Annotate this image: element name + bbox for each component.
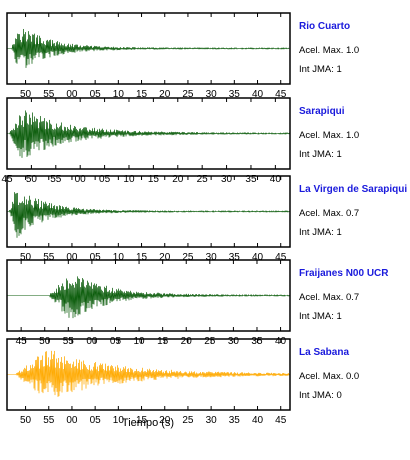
x-tick-label: 10 [113, 252, 125, 263]
x-tick-label: 20 [159, 252, 171, 263]
x-tick-label: 25 [182, 89, 194, 100]
acel-max-label: Acel. Max. 1.0 [299, 130, 359, 141]
waveform-3 [7, 192, 290, 238]
x-tick-label: 20 [159, 89, 171, 100]
waveform-2 [7, 110, 290, 158]
x-tick-label: 45 [275, 252, 287, 263]
acel-max-label: Acel. Max. 0.7 [299, 292, 359, 303]
x-tick-label: 25 [197, 174, 209, 185]
x-tick-label: 10 [123, 174, 135, 185]
x-tick-label: 25 [182, 252, 194, 263]
x-tick-label: 20 [159, 415, 171, 426]
x-tick-label: 45 [16, 336, 28, 347]
x-tick-label: 50 [20, 252, 32, 263]
panel-frame [6, 338, 291, 411]
x-tick-label: 05 [99, 174, 111, 185]
x-tick-label: 10 [134, 336, 146, 347]
x-tick-label: 55 [43, 415, 55, 426]
x-tick-label: 55 [50, 174, 62, 185]
x-tick-label: 40 [270, 174, 282, 185]
panel-3: 50 55 00 05 10 15 20 25 30 35 40 45 La Virgen de Sar… [6, 175, 407, 263]
x-tick-label: 35 [229, 415, 241, 426]
x-tick-label: 20 [172, 174, 184, 185]
x-tick-label: 55 [43, 252, 55, 263]
x-tick-label: 00 [66, 252, 78, 263]
x-tick-label: 35 [229, 252, 241, 263]
station-name: Sarapiqui [299, 106, 345, 117]
x-tick-label: 30 [221, 174, 233, 185]
waveform-1 [7, 28, 290, 68]
x-tick-label: 40 [252, 415, 264, 426]
acel-max-label: Acel. Max. 0.0 [299, 371, 359, 382]
x-tick-label: 15 [157, 336, 169, 347]
x-tick-label: 05 [110, 336, 122, 347]
x-tick-label: 00 [86, 336, 98, 347]
x-axis-label: Tiempo (s) [122, 417, 174, 429]
x-tick-label: 00 [75, 174, 87, 185]
x-tick-label: 15 [136, 252, 148, 263]
x-tick-label: 55 [43, 89, 55, 100]
x-tick-label: 00 [66, 89, 78, 100]
panel-frame [6, 12, 291, 85]
station-name: Rio Cuarto [299, 21, 350, 32]
x-tick-label: 50 [20, 89, 32, 100]
jma-intensity-label: Int JMA: 1 [299, 64, 342, 75]
station-name: Fraijanes N00 UCR [299, 268, 389, 279]
x-tick-label: 10 [113, 415, 125, 426]
panel-frame [6, 175, 291, 248]
jma-intensity-label: Int JMA: 1 [299, 227, 342, 238]
x-tick-label: 50 [26, 174, 38, 185]
x-tick-label: 50 [39, 336, 51, 347]
x-tick-label: 40 [252, 89, 264, 100]
station-name: La Virgen de Sarapiqui [299, 184, 407, 195]
acel-max-label: Acel. Max. 1.0 [299, 45, 359, 56]
x-tick-label: 35 [229, 89, 241, 100]
x-tick-label: 15 [136, 89, 148, 100]
panel-1: 50 55 00 05 10 15 20 25 30 35 40 45 Rio Cuarto Acel. … [6, 12, 359, 100]
x-tick-label: 30 [206, 89, 218, 100]
x-tick-label: 20 [181, 336, 193, 347]
x-tick-label: 25 [182, 415, 194, 426]
x-tick-label: 10 [113, 89, 125, 100]
waveform-5 [7, 350, 290, 397]
x-tick-label: 15 [148, 174, 160, 185]
acel-max-label: Acel. Max. 0.7 [299, 208, 359, 219]
jma-intensity-label: Int JMA: 1 [299, 311, 342, 322]
x-tick-label: 15 [136, 415, 148, 426]
x-tick-label: 05 [90, 252, 102, 263]
x-tick-label: 30 [206, 252, 218, 263]
x-tick-label: 55 [63, 336, 75, 347]
x-tick-label: 35 [245, 174, 257, 185]
x-tick-label: 30 [206, 415, 218, 426]
x-tick-label: 25 [204, 336, 216, 347]
waveform-4 [7, 276, 290, 319]
x-tick-label: 45 [275, 89, 287, 100]
x-tick-label: 45 [275, 415, 287, 426]
panel-frame [6, 259, 291, 332]
x-tick-label: 05 [90, 415, 102, 426]
x-tick-label: 30 [228, 336, 240, 347]
jma-intensity-label: Int JMA: 1 [299, 149, 342, 160]
jma-intensity-label: Int JMA: 0 [299, 390, 342, 401]
x-tick-label: 50 [20, 415, 32, 426]
panel-frame [6, 97, 291, 170]
panel-5: 50 55 00 05 10 15 20 25 30 35 40 45 La Sabana Acel. M… [6, 338, 359, 426]
x-tick-label: 05 [90, 89, 102, 100]
station-name: La Sabana [299, 347, 349, 358]
x-tick-label: 00 [66, 415, 78, 426]
x-tick-label: 40 [252, 252, 264, 263]
